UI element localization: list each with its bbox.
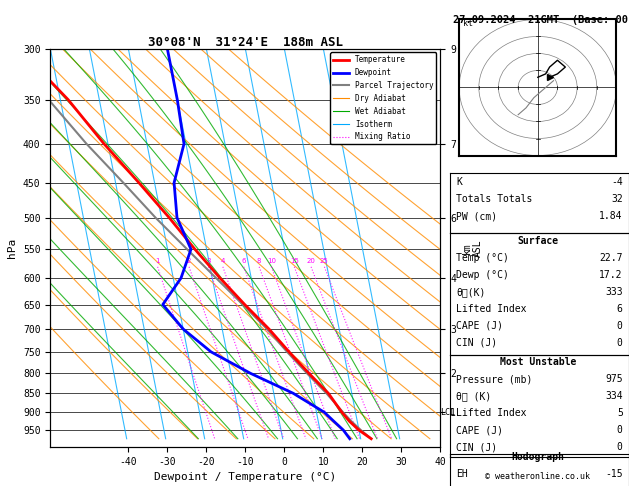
Text: LCL: LCL	[440, 408, 455, 417]
Text: kt: kt	[463, 19, 473, 28]
Text: 975: 975	[605, 374, 623, 384]
Text: 20: 20	[307, 258, 316, 264]
Text: θᴇ(K): θᴇ(K)	[456, 287, 486, 297]
Text: 0: 0	[617, 338, 623, 348]
Text: 27.09.2024  21GMT  (Base: 00): 27.09.2024 21GMT (Base: 00)	[453, 15, 629, 25]
Text: Temp (°C): Temp (°C)	[456, 253, 509, 263]
Legend: Temperature, Dewpoint, Parcel Trajectory, Dry Adiabat, Wet Adiabat, Isotherm, Mi: Temperature, Dewpoint, Parcel Trajectory…	[330, 52, 437, 144]
Text: 334: 334	[605, 391, 623, 401]
Text: 22.7: 22.7	[599, 253, 623, 263]
Text: θᴇ (K): θᴇ (K)	[456, 391, 491, 401]
Text: CAPE (J): CAPE (J)	[456, 425, 503, 435]
Text: Hodograph: Hodograph	[511, 452, 564, 462]
Text: 25: 25	[320, 258, 329, 264]
Text: 1.84: 1.84	[599, 211, 623, 222]
Text: PW (cm): PW (cm)	[456, 211, 497, 222]
Text: Surface: Surface	[517, 236, 559, 246]
Text: 5: 5	[617, 408, 623, 418]
Text: 0: 0	[617, 442, 623, 452]
Text: 32: 32	[611, 194, 623, 205]
Text: 4: 4	[221, 258, 225, 264]
Text: 3: 3	[206, 258, 211, 264]
Text: Lifted Index: Lifted Index	[456, 408, 526, 418]
Text: 17.2: 17.2	[599, 270, 623, 280]
Text: -15: -15	[605, 469, 623, 479]
Text: Most Unstable: Most Unstable	[499, 357, 576, 367]
Text: Totals Totals: Totals Totals	[456, 194, 532, 205]
Text: -4: -4	[611, 177, 623, 188]
Text: CIN (J): CIN (J)	[456, 442, 497, 452]
Text: CAPE (J): CAPE (J)	[456, 321, 503, 331]
Text: 6: 6	[242, 258, 246, 264]
Text: Lifted Index: Lifted Index	[456, 304, 526, 314]
Text: 10: 10	[267, 258, 276, 264]
Text: Pressure (mb): Pressure (mb)	[456, 374, 532, 384]
Text: Dewp (°C): Dewp (°C)	[456, 270, 509, 280]
Text: 333: 333	[605, 287, 623, 297]
Text: 6: 6	[617, 304, 623, 314]
Text: 15: 15	[290, 258, 299, 264]
Text: 2: 2	[187, 258, 191, 264]
Title: 30°08'N  31°24'E  188m ASL: 30°08'N 31°24'E 188m ASL	[148, 35, 343, 49]
Text: CIN (J): CIN (J)	[456, 338, 497, 348]
Text: EH: EH	[456, 469, 468, 479]
X-axis label: Dewpoint / Temperature (°C): Dewpoint / Temperature (°C)	[154, 472, 337, 483]
Text: K: K	[456, 177, 462, 188]
Text: © weatheronline.co.uk: © weatheronline.co.uk	[486, 472, 590, 481]
Y-axis label: hPa: hPa	[8, 238, 18, 258]
Text: 1: 1	[155, 258, 160, 264]
Text: 0: 0	[617, 321, 623, 331]
Y-axis label: km
ASL: km ASL	[462, 239, 483, 257]
Text: 8: 8	[257, 258, 262, 264]
Text: 0: 0	[617, 425, 623, 435]
